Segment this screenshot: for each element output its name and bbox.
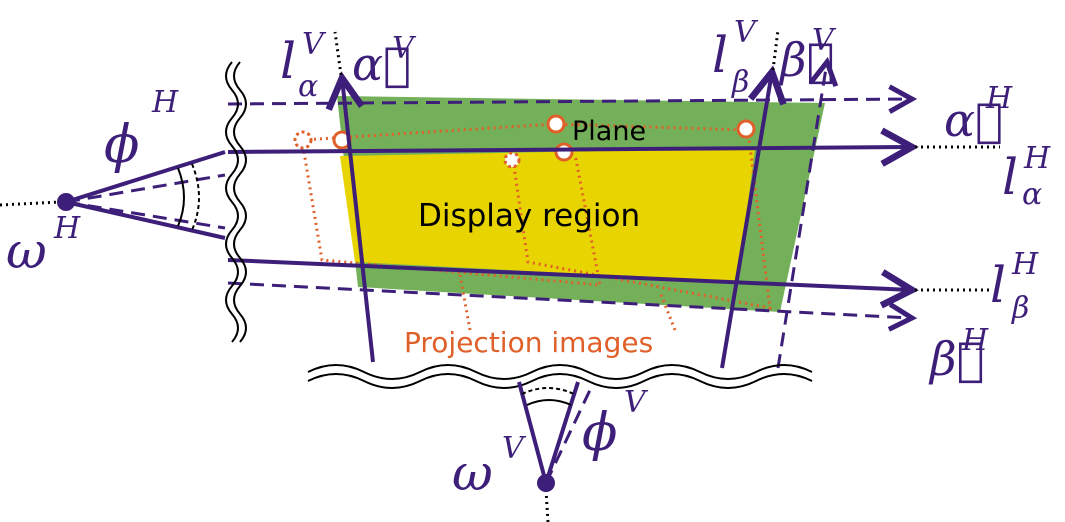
projection-point-3 xyxy=(736,119,756,139)
svg-text:ω: ω xyxy=(6,222,47,280)
projection-images-label: Projection images xyxy=(404,326,653,359)
omega-H-dots xyxy=(0,200,61,207)
svg-text:V: V xyxy=(502,431,527,466)
line-l-alpha-V-dots xyxy=(333,31,343,76)
svg-text:l: l xyxy=(280,32,296,90)
symbol-beta-vec-V: β⃗ V xyxy=(778,23,837,87)
svg-text:H: H xyxy=(151,85,179,120)
wavy-break-bottom-2 xyxy=(307,373,813,389)
symbol-l-beta-V: l V β xyxy=(712,15,759,100)
projection-point-dashed xyxy=(293,130,313,150)
line-beta-vec-H xyxy=(227,281,912,318)
plane-label: Plane xyxy=(572,116,646,147)
viewpoint-omega-H xyxy=(57,193,75,211)
symbol-alpha-vec-H: α⃗ H xyxy=(944,81,1013,147)
wavy-break-left xyxy=(225,61,239,343)
projection-outline-2 xyxy=(511,129,772,310)
ray-omega-H-bottom xyxy=(65,200,226,240)
display-region-label: Display region xyxy=(418,198,640,234)
svg-text:V: V xyxy=(624,385,649,420)
ray-omega-V-right xyxy=(544,381,580,484)
symbol-alpha-vec-V: α⃗ V xyxy=(352,31,417,91)
symbol-l-alpha-V: l V α xyxy=(280,27,327,104)
viewpoint-omega-V xyxy=(537,474,555,492)
projection-outline-1 xyxy=(300,139,602,287)
angle-arc-phi-H-2 xyxy=(191,163,200,231)
symbol-omega-H: ω H xyxy=(6,211,81,280)
ray-omega-V-left xyxy=(517,381,548,484)
ray-omega-H-top xyxy=(65,150,226,204)
line-l-alpha-V xyxy=(342,78,375,363)
angle-arc-phi-H xyxy=(177,167,185,227)
wavy-break-bottom xyxy=(307,364,813,380)
svg-text:H: H xyxy=(53,211,81,246)
line-l-beta-V-dots xyxy=(771,29,780,71)
svg-text:V: V xyxy=(734,15,759,50)
svg-text:V: V xyxy=(812,23,837,58)
svg-text:β: β xyxy=(1011,291,1029,326)
ray-omega-V-dash xyxy=(544,389,592,484)
svg-text:ϕ: ϕ xyxy=(104,115,139,175)
svg-text:l: l xyxy=(712,26,728,84)
symbol-omega-V: ω V xyxy=(452,431,527,502)
svg-text:β: β xyxy=(731,65,749,100)
line-l-beta-H xyxy=(227,258,912,290)
svg-text:ω: ω xyxy=(452,444,493,502)
line-l-alpha-H xyxy=(227,147,912,152)
line-l-beta-V xyxy=(720,72,772,369)
wavy-break-left-2 xyxy=(233,61,247,343)
svg-text:H: H xyxy=(1023,141,1051,176)
symbol-phi-V: ϕ V xyxy=(582,385,649,463)
ray-omega-H-dash-top xyxy=(65,173,226,204)
svg-text:H: H xyxy=(1011,247,1039,282)
svg-text:l: l xyxy=(1002,148,1018,206)
ray-omega-H-dash-bottom xyxy=(65,200,226,230)
svg-text:ϕ: ϕ xyxy=(582,403,617,463)
line-beta-vec-V xyxy=(776,62,827,369)
svg-text:α⃗: α⃗ xyxy=(352,37,411,91)
symbol-phi-H: ϕ H xyxy=(104,85,179,175)
projection-leader-2 xyxy=(658,291,677,331)
svg-text:V: V xyxy=(392,31,417,66)
projection-point-2 xyxy=(546,114,566,134)
svg-text:α: α xyxy=(298,69,318,104)
svg-text:β⃗: β⃗ xyxy=(778,33,834,87)
svg-text:α⃗: α⃗ xyxy=(944,93,1003,147)
svg-text:l: l xyxy=(990,256,1006,314)
projection-point-dashed-2 xyxy=(503,151,521,169)
display-region xyxy=(340,148,755,282)
angle-arc-phi-V xyxy=(526,399,572,406)
svg-text:H: H xyxy=(985,81,1013,116)
symbol-beta-vec-H: β⃗ H xyxy=(928,323,989,386)
projection-point-4 xyxy=(554,142,574,162)
symbol-l-alpha-H: l H α xyxy=(1002,141,1051,212)
svg-text:V: V xyxy=(302,27,327,62)
svg-text:H: H xyxy=(961,323,989,358)
symbol-l-beta-H: l H β xyxy=(990,247,1039,326)
omega-V-dots xyxy=(544,489,550,522)
angle-arc-phi-V-2 xyxy=(521,387,575,395)
svg-text:β⃗: β⃗ xyxy=(928,332,984,386)
svg-text:α: α xyxy=(1022,177,1042,212)
